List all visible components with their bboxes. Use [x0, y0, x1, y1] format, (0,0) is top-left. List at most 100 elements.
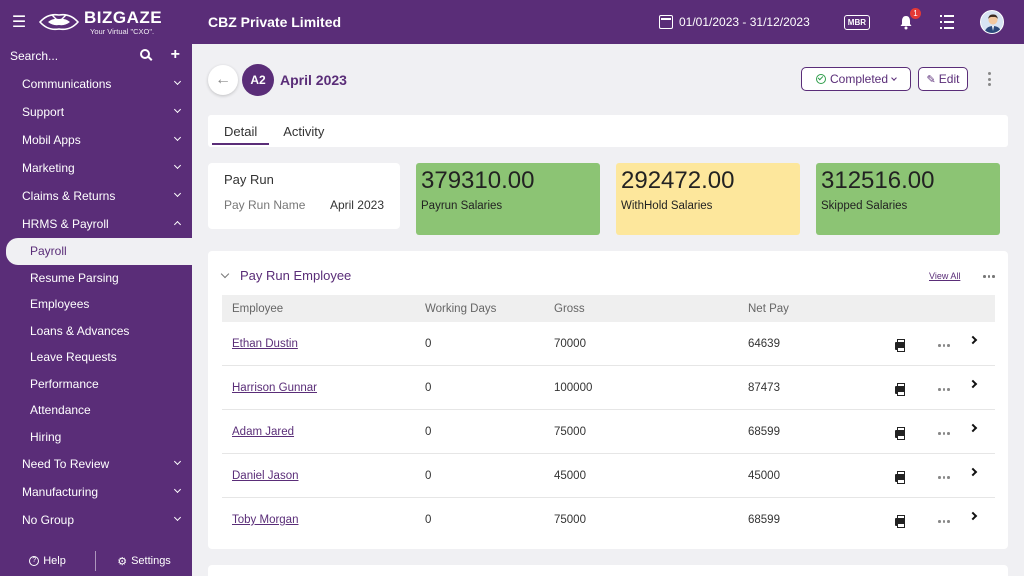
help-button[interactable]: ? Help [0, 551, 96, 571]
user-avatar[interactable] [980, 10, 1004, 34]
working-days-cell: 0 [425, 425, 432, 438]
stat-label: WithHold Salaries [621, 200, 713, 212]
pay-run-name-label: Pay Run Name [224, 198, 306, 212]
sidebar-subitem-resume-parsing[interactable]: Resume Parsing [30, 270, 119, 285]
sidebar-subitem-attendance[interactable]: Attendance [30, 403, 91, 418]
sidebar-item-support[interactable]: Support [0, 98, 192, 126]
employee-link[interactable]: Harrison Gunnar [232, 381, 318, 394]
tab-activity[interactable]: Activity [283, 123, 325, 139]
chevron-down-icon [891, 74, 897, 81]
sidebar-subitem-payroll[interactable]: Payroll [6, 238, 192, 265]
date-range-selector[interactable]: 01/01/2023 - 31/12/2023 [659, 15, 810, 29]
gross-cell: 75000 [554, 425, 586, 438]
stat-card-payrun-salaries[interactable]: 379310.00 Payrun Salaries [416, 163, 600, 235]
row-more-icon[interactable] [938, 388, 952, 391]
column-header-working-days: Working Days [425, 302, 497, 315]
sidebar-search[interactable]: Search... + [0, 44, 192, 68]
logo[interactable]: BIZGAZE Your Virtual "CXO". [38, 9, 208, 36]
settings-button[interactable]: ⚙ Settings [96, 555, 192, 568]
pay-run-employee-section: Pay Run Employee View All Employee Worki… [208, 251, 1008, 549]
chevron-right-icon[interactable] [968, 335, 978, 345]
help-label: Help [43, 555, 66, 567]
notification-bell-icon[interactable]: 1 [898, 8, 921, 30]
back-arrow-icon[interactable]: ← [208, 65, 238, 95]
view-all-link[interactable]: View All [929, 271, 961, 281]
calendar-icon [659, 15, 673, 29]
chevron-right-icon[interactable] [968, 423, 978, 433]
chevron-down-icon [173, 133, 182, 142]
pay-run-card: Pay Run Pay Run Name April 2023 [208, 163, 400, 229]
sidebar-item-need-to-review[interactable]: Need To Review [0, 450, 192, 478]
notification-badge: 1 [910, 8, 921, 19]
sidebar-item-manufacturing[interactable]: Manufacturing [0, 478, 192, 506]
edit-button[interactable]: ✎ Edit [918, 67, 968, 91]
sidebar-footer: ? Help ⚙ Settings [0, 546, 192, 576]
employee-link[interactable]: Ethan Dustin [232, 337, 298, 350]
chevron-up-icon [173, 220, 182, 229]
stat-card-withhold-salaries[interactable]: 292472.00 WithHold Salaries [616, 163, 800, 235]
sidebar-item-communications[interactable]: Communications [0, 70, 192, 98]
sidebar-item-no-group[interactable]: No Group [0, 506, 192, 534]
row-more-icon[interactable] [938, 520, 952, 523]
gross-cell: 45000 [554, 469, 586, 482]
section-more-icon[interactable] [983, 275, 997, 278]
logo-name: BIZGAZE [84, 7, 163, 27]
record-header: ← A2 April 2023 [208, 64, 347, 96]
chevron-down-icon [173, 189, 182, 198]
stat-card-skipped-salaries[interactable]: 312516.00 Skipped Salaries [816, 163, 1000, 235]
net-pay-cell: 64639 [748, 337, 780, 350]
sidebar-item-label: Mobil Apps [22, 133, 81, 147]
row-more-icon[interactable] [938, 432, 952, 435]
check-circle-icon [815, 74, 826, 84]
company-name[interactable]: CBZ Private Limited [208, 14, 342, 30]
sidebar-item-mobil-apps[interactable]: Mobil Apps [0, 126, 192, 154]
tab-bar: Detail Activity [208, 115, 1008, 147]
sidebar-item-marketing[interactable]: Marketing [0, 154, 192, 182]
tab-detail[interactable]: Detail [211, 115, 270, 147]
print-icon[interactable] [895, 383, 905, 396]
sidebar-item-label: No Group [22, 513, 75, 527]
section-title: Pay Run Employee [240, 268, 352, 283]
gross-cell: 70000 [554, 337, 586, 350]
mbr-button[interactable]: MBR [843, 14, 870, 30]
stat-label: Skipped Salaries [821, 200, 908, 212]
pay-run-name-value: April 2023 [329, 198, 384, 212]
working-days-cell: 0 [425, 337, 432, 350]
working-days-cell: 0 [425, 514, 432, 526]
sidebar-nav: Communications Support Mobil Apps Market… [0, 70, 192, 534]
sidebar-subitem-leave-requests[interactable]: Leave Requests [30, 350, 117, 365]
print-icon[interactable] [895, 339, 905, 352]
employee-link[interactable]: Adam Jared [232, 425, 295, 438]
page-title: April 2023 [280, 72, 347, 88]
chevron-right-icon[interactable] [968, 511, 978, 521]
hamburger-menu-icon[interactable]: ☰ [11, 14, 27, 31]
add-icon[interactable]: + [170, 46, 180, 63]
row-more-icon[interactable] [938, 476, 952, 479]
status-label: Completed [829, 72, 889, 86]
pay-run-card-title: Pay Run [224, 172, 274, 187]
print-icon[interactable] [895, 471, 905, 484]
chevron-down-icon [220, 269, 230, 278]
sidebar-subitem-hiring[interactable]: Hiring [30, 429, 62, 444]
section-header[interactable]: Pay Run Employee [220, 268, 352, 283]
print-icon[interactable] [895, 427, 905, 440]
logo-tagline: Your Virtual "CXO". [90, 26, 155, 36]
status-dropdown[interactable]: Completed [801, 67, 911, 91]
employee-link[interactable]: Daniel Jason [232, 469, 299, 482]
employee-link[interactable]: Toby Morgan [232, 514, 299, 526]
print-icon[interactable] [895, 515, 905, 528]
chevron-right-icon[interactable] [968, 467, 978, 477]
chevron-right-icon[interactable] [968, 379, 978, 389]
search-icon[interactable] [140, 49, 150, 59]
row-more-icon[interactable] [938, 344, 952, 347]
sidebar-subitem-employees[interactable]: Employees [30, 297, 90, 312]
search-input[interactable]: Search... [10, 49, 59, 63]
sidebar-subitem-performance[interactable]: Performance [30, 376, 99, 391]
stat-label: Payrun Salaries [421, 200, 503, 212]
more-options-icon[interactable] [986, 72, 992, 86]
chevron-down-icon [173, 457, 182, 466]
list-menu-icon[interactable] [940, 15, 954, 29]
sidebar-item-claims-returns[interactable]: Claims & Returns [0, 182, 192, 210]
sidebar-item-hrms-payroll[interactable]: HRMS & Payroll [0, 210, 192, 238]
sidebar-subitem-loans-advances[interactable]: Loans & Advances [30, 323, 130, 338]
